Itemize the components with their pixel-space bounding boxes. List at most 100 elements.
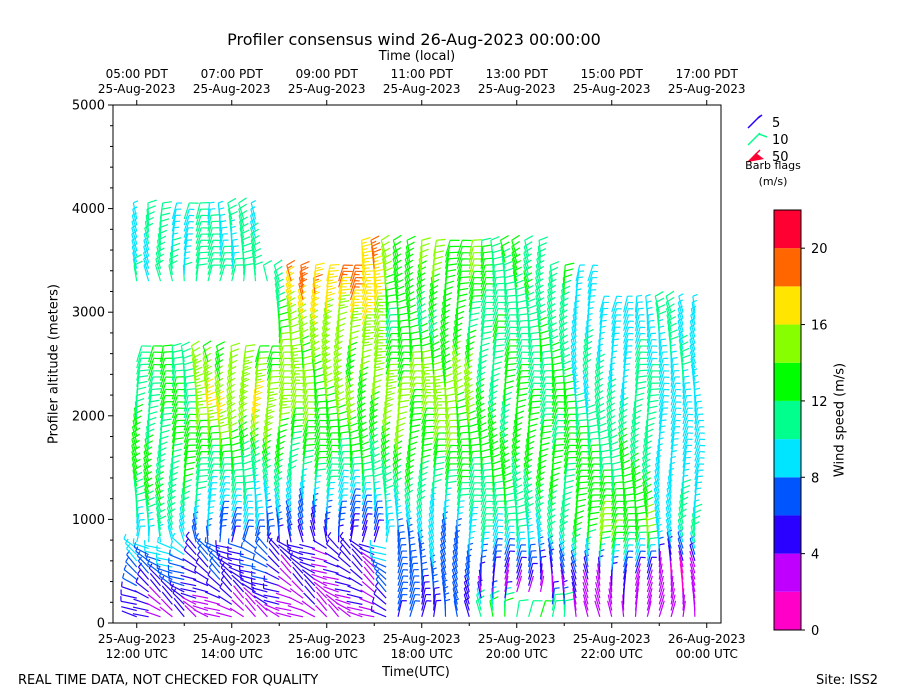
barb-flag-full: [210, 425, 220, 428]
barb-flag-full: [161, 206, 172, 210]
barb-staff: [324, 552, 339, 562]
barb-staff: [290, 420, 295, 437]
barb-staff: [148, 567, 161, 580]
barb-staff: [195, 451, 202, 468]
barb-flag-full: [326, 392, 336, 397]
wind-barb: [279, 548, 292, 562]
wind-barb: [207, 201, 215, 220]
barb-staff: [204, 591, 221, 599]
barb-staff: [228, 358, 233, 375]
barb-staff: [148, 370, 154, 387]
barb-staff: [159, 395, 166, 412]
barb-staff: [159, 370, 166, 387]
barb-staff: [310, 345, 316, 363]
barb-flag-half: [209, 500, 216, 502]
barb-flag-half: [208, 416, 214, 419]
wind-barb: [204, 606, 220, 612]
barb-flag-full: [291, 436, 302, 440]
barb-flag-half: [131, 237, 137, 241]
barb-staff: [278, 358, 285, 375]
barb-flag-full: [304, 449, 315, 453]
wind-barb: [348, 539, 363, 549]
barb-flag-half: [145, 554, 148, 560]
barb-flag-half: [123, 564, 127, 570]
wind-barb: [349, 525, 359, 543]
wind-barb: [183, 388, 197, 406]
wind-barb: [266, 369, 281, 387]
barb-staff: [244, 591, 256, 605]
barb-flag-full: [363, 468, 374, 471]
barb-staff: [195, 240, 202, 257]
barb-flag-full: [196, 386, 206, 391]
barb-staff: [345, 376, 352, 394]
barb-staff: [185, 535, 197, 549]
wind-barb: [207, 264, 222, 282]
wind-barb: [254, 506, 264, 524]
wind-barb: [361, 320, 376, 338]
barb-staff: [251, 246, 257, 263]
wind-barb: [204, 599, 221, 605]
wind-barb: [303, 573, 316, 587]
wind-barb: [183, 208, 195, 226]
wind-barb: [349, 301, 364, 319]
barb-staff: [361, 476, 366, 493]
barb-staff: [254, 513, 260, 530]
wind-barb: [132, 606, 149, 612]
barb-staff: [314, 407, 320, 425]
barb-staff: [242, 538, 256, 549]
barb-staff: [207, 426, 212, 443]
barb-staff: [287, 463, 292, 481]
barb-flag-full: [457, 404, 467, 409]
barb-flag-full: [293, 425, 303, 428]
barb-staff: [240, 579, 256, 587]
wind-barb: [207, 494, 216, 512]
barb-staff: [231, 599, 245, 612]
barb-staff: [267, 555, 280, 568]
wind-barb: [310, 519, 316, 537]
barb-flag-full: [238, 197, 247, 204]
barb-staff: [357, 426, 363, 443]
barb-flag-full: [408, 317, 419, 322]
wind-barb: [335, 598, 351, 605]
barb-staff: [134, 590, 149, 599]
barb-staff: [346, 414, 352, 431]
wind-barb: [231, 599, 245, 612]
wind-barb: [243, 494, 253, 512]
barb-flag-half: [409, 536, 415, 540]
wind-barb: [181, 566, 197, 574]
wind-barb: [121, 606, 137, 612]
barb-staff: [361, 482, 367, 499]
barb-staff: [180, 582, 197, 587]
barb-staff: [349, 463, 355, 481]
barb-staff: [202, 345, 209, 363]
barb-staff: [314, 438, 321, 456]
barb-staff: [256, 604, 268, 618]
barb-staff: [254, 519, 260, 537]
barb-staff: [290, 401, 297, 419]
barb-staff: [338, 439, 343, 456]
barb-staff: [266, 370, 273, 387]
barb-staff: [348, 576, 363, 587]
wind-barb: [286, 259, 296, 282]
wind-barb: [168, 549, 185, 562]
wind-barb: [363, 560, 375, 574]
barb-staff: [232, 591, 245, 605]
wind-barb: [120, 596, 137, 605]
barb-staff: [131, 457, 138, 474]
barb-flag-half: [197, 403, 203, 406]
barb-staff: [123, 569, 138, 580]
barb-flag-full: [163, 344, 173, 347]
wind-barb: [192, 587, 209, 593]
barb-flag-full: [388, 375, 398, 378]
barb-flag-half: [252, 554, 255, 560]
barb-staff: [280, 554, 292, 568]
wind-barb: [361, 481, 371, 499]
barb-staff: [334, 339, 340, 356]
barb-staff: [195, 537, 209, 549]
wind-barb: [233, 585, 245, 599]
wind-barb: [290, 442, 301, 462]
wind-barb: [149, 579, 161, 593]
barb-flag-full: [458, 418, 469, 422]
barb-flag-full: [469, 318, 479, 322]
wind-barb: [267, 555, 280, 568]
